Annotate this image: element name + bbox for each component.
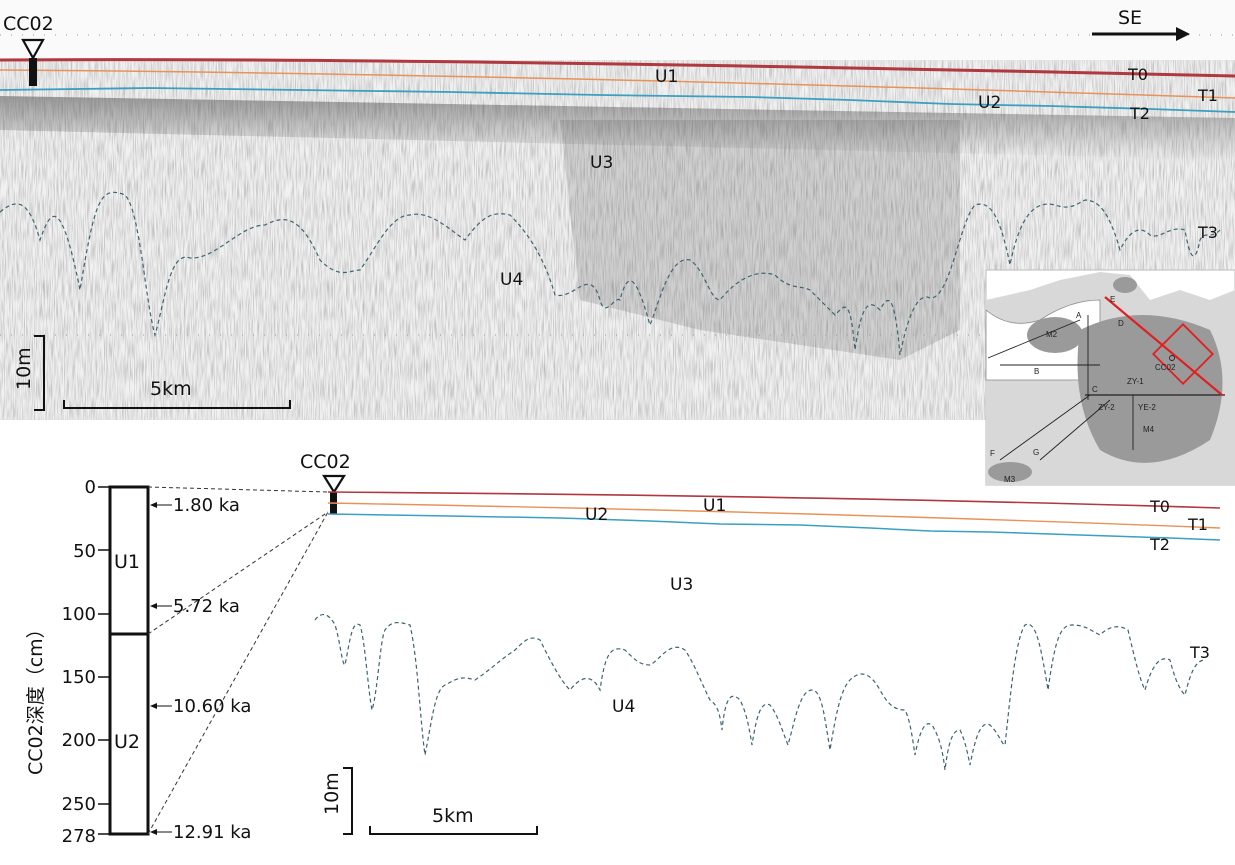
inset-label-M2: M2 [1046,330,1058,339]
lower-unit-U4: U4 [612,697,635,717]
correlation-line-mid [147,511,329,635]
core-depth-ticks: 0 50 100 150 200 250 278 [62,477,110,847]
lower-horizontal-scale-label: 5km [432,805,474,827]
correlation-line-bottom [147,511,329,835]
core-age-markers: 1.80 ka 5.72 ka 10.60 ka 12.91 ka [150,495,251,843]
inset-label-ZY-1: ZY-1 [1127,377,1144,386]
upper-reflector-T0 [0,58,1235,78]
inset-label-YE-2: YE-2 [1138,403,1156,412]
lower-unit-U3: U3 [670,575,693,595]
upper-unit-U4: U4 [500,270,523,290]
inset-survey-line-4 [999,394,1091,461]
upper-reflector-T1 [0,69,1235,99]
correlation-line-top [147,486,329,493]
upper-vertical-scale-bar [34,335,45,411]
upper-vertical-scale-label: 10m [13,347,35,390]
age-label-1: 1.80 ka [173,495,240,516]
inset-basin-M2 [1027,317,1083,353]
lower-reflector-label-T3: T3 [1189,643,1210,662]
core-unit-U2-box [108,632,150,836]
inset-survey-box [1152,323,1214,385]
lower-vertical-scale-label: 10m [321,772,343,815]
inset-label-M4: M4 [1143,425,1155,434]
lower-unit-U2: U2 [585,505,608,525]
lower-station-triangle-icon [322,474,346,495]
core-tick-200: 200 [62,730,96,751]
lower-reflector-T2 [327,513,1221,541]
upper-reflector-label-T1: T1 [1197,86,1218,105]
age-arrow-4-icon [150,829,157,835]
core-tick-278: 278 [62,826,96,847]
core-tick-50: 50 [73,541,96,562]
upper-horizontal-scale-label: 5km [150,378,192,400]
inset-label-B: B [1034,367,1039,376]
age-arrow-1-icon [150,502,157,508]
inset-label-M3: M3 [1004,475,1016,484]
core-unit-U1-box [108,485,150,636]
upper-unit-U1: U1 [655,67,678,87]
upper-reflector-T3 [0,191,1221,356]
inset-label-E: E [1110,295,1115,304]
inset-core-site-icon [1169,355,1175,361]
lower-horizontal-scale-bar [369,826,538,835]
age-arrow-2-icon [150,603,157,609]
inset-label-G: G [1033,448,1039,457]
age-label-3: 10.60 ka [173,696,251,717]
direction-label: SE [1118,7,1142,29]
upper-unit-U2: U2 [978,93,1001,113]
upper-reflector-label-T0: T0 [1127,65,1148,84]
lower-station-label: CC02 [300,451,351,473]
upper-station-label: CC02 [3,13,54,35]
core-column: CC02深度（cm） U1 U2 0 50 100 150 200 250 27… [25,477,329,847]
upper-station-triangle-icon [21,38,45,61]
inset-basin-M4 [1077,315,1223,463]
lower-interpretation-panel: CC02 U1 U2 U3 U4 T0 T1 T2 T3 10m 5km [300,451,1221,835]
core-tick-0: 0 [85,477,96,498]
inset-label-F: F [990,449,995,458]
direction-arrow-icon [1176,27,1190,41]
inset-survey-line-1 [987,319,1081,359]
age-arrow-3-icon [150,703,157,709]
core-tick-150: 150 [62,667,96,688]
core-tick-100: 100 [62,604,96,625]
upper-reflector-label-T2: T2 [1129,104,1150,123]
lower-reflector-T3 [314,613,1206,771]
core-depth-axis-label: CC02深度（cm） [25,619,47,775]
upper-unit-U3: U3 [590,153,613,173]
core-tick-250: 250 [62,794,96,815]
inset-label-C: C [1092,385,1098,394]
inset-location-map: M2 M3 M4 CC02 ZY-1 ZY-2 YE-2 A B C D E F… [985,269,1235,486]
inset-island [1113,277,1137,293]
inset-label-D: D [1118,319,1124,328]
upper-reflector-T2 [0,87,1235,113]
inset-label-ZY-2: ZY-2 [1098,403,1115,412]
water-column [0,0,1235,60]
age-label-4: 12.91 ka [173,822,251,843]
inset-profile-track [1104,296,1223,396]
inset-label-CC02: CC02 [1155,363,1176,372]
inset-label-A: A [1076,311,1082,320]
core-unit-U1-label: U1 [114,551,140,573]
lower-reflector-label-T2: T2 [1149,535,1170,554]
inset-survey-line-5 [1039,399,1111,461]
lower-unit-U1: U1 [703,496,726,516]
lower-reflector-T0 [327,491,1221,509]
inset-basin-M3 [988,462,1032,482]
core-unit-U2-label: U2 [114,731,140,753]
age-label-2: 5.72 ka [173,596,240,617]
lower-vertical-scale-bar [343,767,353,835]
lower-reflector-label-T0: T0 [1149,497,1170,516]
upper-horizontal-scale-bar [63,400,291,409]
upper-seismic-panel: CC02 SE U1 U2 U3 U4 T0 T1 T2 T3 10m 5km [0,0,1235,420]
lower-reflector-T1 [327,502,1221,529]
upper-core-position-bar [29,58,37,86]
lower-reflector-label-T1: T1 [1187,515,1208,534]
upper-reflector-label-T3: T3 [1197,223,1218,242]
